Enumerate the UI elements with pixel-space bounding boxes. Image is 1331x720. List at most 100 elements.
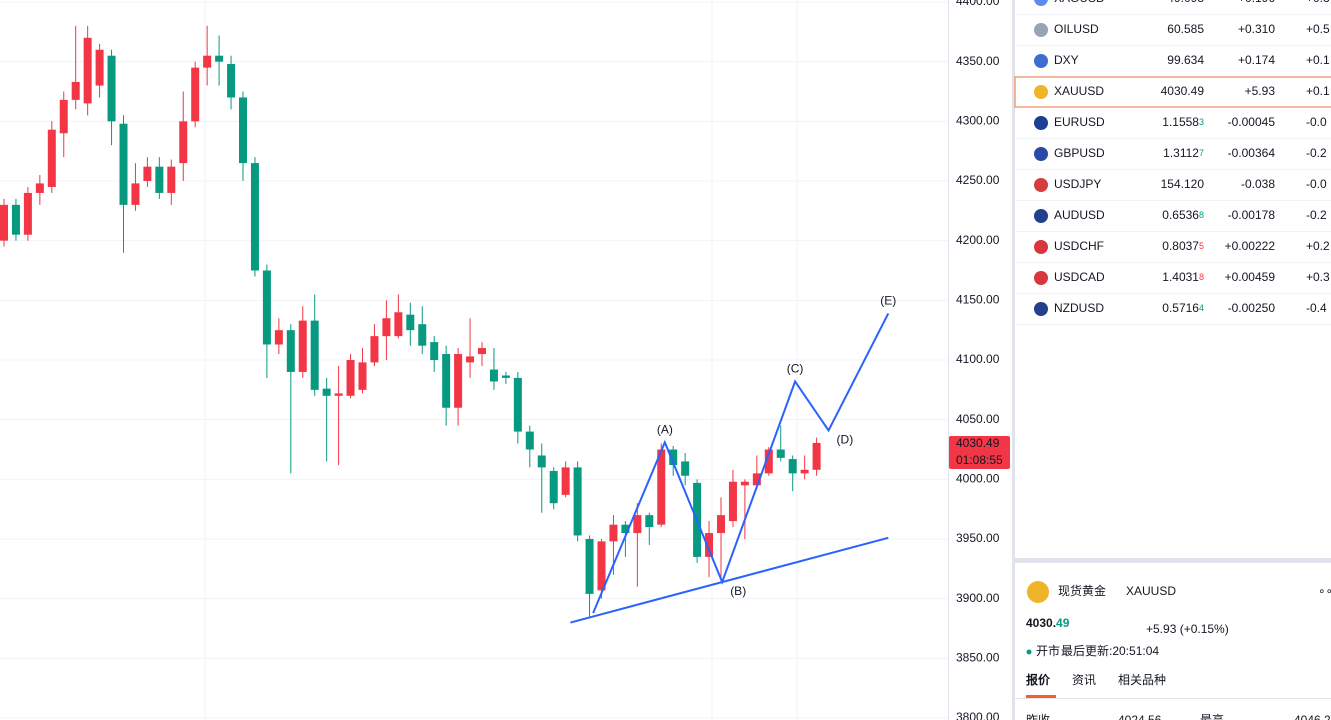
- y-tick-label: 4200.00: [956, 233, 1000, 247]
- tab-underline: [1026, 695, 1056, 698]
- change-pct: -0.2: [1306, 146, 1327, 160]
- candle-body: [310, 320, 319, 390]
- tab[interactable]: 资讯: [1072, 673, 1096, 687]
- candle-body: [430, 342, 439, 360]
- candle-body: [705, 533, 714, 557]
- candle-body: [573, 467, 582, 536]
- symbol[interactable]: EURUSD: [1054, 115, 1105, 129]
- wave-label: (C): [787, 362, 804, 376]
- y-tick-label: 4350.00: [956, 54, 1000, 68]
- y-tick-label: 4000.00: [956, 472, 1000, 486]
- candle-body: [454, 354, 463, 408]
- change: -0.00364: [1228, 146, 1276, 160]
- y-tick-label: 4250.00: [956, 173, 1000, 187]
- price: 154.120: [1161, 177, 1205, 191]
- price-value: 49.098: [1167, 0, 1204, 5]
- symbol[interactable]: USDJPY: [1054, 177, 1101, 191]
- wave-label: (B): [730, 584, 746, 598]
- price-value: 1.3112: [1163, 146, 1199, 160]
- candle-body: [752, 473, 761, 486]
- change: +5.93: [1245, 84, 1276, 98]
- change-pct: +0.3: [1306, 270, 1330, 284]
- symbol[interactable]: GBPUSD: [1054, 146, 1105, 160]
- candle-body: [155, 166, 164, 193]
- change-pct: -0.0: [1306, 177, 1327, 191]
- chart: 4400.00 4350.00 4300.00 4250.00 4200.00 4150.…: [0, 0, 1010, 720]
- price: 60.585: [1167, 22, 1204, 36]
- price-value: 154.120: [1161, 177, 1205, 191]
- panel-divider: [1012, 0, 1015, 720]
- y-tick-label: 3900.00: [956, 591, 1000, 605]
- gold-icon: [1027, 581, 1049, 603]
- change-pct: +0.1: [1306, 84, 1330, 98]
- quote-price: 4030.49: [1026, 616, 1070, 630]
- change-pct: +0.2: [1306, 239, 1330, 253]
- flag-icon: [1034, 116, 1048, 130]
- candle-body: [633, 515, 642, 534]
- row-highlight[interactable]: [1014, 76, 1331, 108]
- symbol[interactable]: XAUUSD: [1054, 84, 1104, 98]
- quote-panel: 现货黄金 XAUUSD ∘∘ 4030.49 +5.93 (+0.15%) 开市 最后更新:…: [1015, 581, 1331, 720]
- price: 0.80375: [1162, 239, 1204, 253]
- candle-body: [346, 360, 355, 396]
- tab[interactable]: 相关品种: [1118, 673, 1166, 687]
- candle-body: [478, 348, 486, 355]
- quote-change: +5.93 (+0.15%): [1146, 622, 1229, 636]
- candle-body: [645, 515, 654, 528]
- candle-body: [143, 166, 152, 181]
- status: 开市: [1036, 643, 1060, 658]
- wave-label: (E): [880, 294, 896, 308]
- change: +0.310: [1238, 22, 1275, 36]
- symbol[interactable]: AUDUSD: [1054, 208, 1105, 222]
- countdown: 01:08:55: [956, 453, 1003, 467]
- flag-icon: [1034, 0, 1048, 6]
- candle-body: [549, 470, 558, 504]
- symbol[interactable]: USDCHF: [1054, 239, 1104, 253]
- flag-icon: [1034, 178, 1048, 192]
- candle-body: [334, 393, 343, 396]
- wave-label: (A): [657, 423, 673, 437]
- candle-body: [740, 481, 749, 486]
- candle-body: [669, 449, 678, 466]
- candle-body: [95, 49, 104, 86]
- change-pct: -0.0: [1306, 115, 1327, 129]
- candle-body: [657, 449, 666, 525]
- candle-body: [513, 377, 522, 432]
- candle-body: [489, 369, 498, 382]
- candle-body: [35, 183, 44, 193]
- candle-body: [800, 469, 809, 474]
- candle-body: [621, 524, 630, 534]
- tab[interactable]: 报价: [1026, 672, 1051, 687]
- price: 1.15583: [1162, 115, 1204, 129]
- candle-body: [525, 431, 534, 450]
- symbol[interactable]: OILUSD: [1054, 22, 1099, 36]
- price: 99.634: [1167, 53, 1204, 67]
- price-value: 60.585: [1167, 22, 1204, 36]
- flag-icon: [1034, 85, 1048, 99]
- candle-body: [728, 481, 737, 522]
- status-dot: [1026, 649, 1032, 655]
- pipette: 8: [1199, 272, 1204, 282]
- candle-body: [262, 270, 271, 345]
- symbol[interactable]: NZDUSD: [1054, 301, 1104, 315]
- candle-body: [442, 354, 451, 408]
- price-tag: [949, 435, 1010, 469]
- symbol[interactable]: DXY: [1054, 53, 1079, 67]
- change: +0.00222: [1225, 239, 1276, 253]
- symbol[interactable]: XAGUSD: [1054, 0, 1105, 5]
- symbol[interactable]: USDCAD: [1054, 270, 1105, 284]
- change: -0.038: [1241, 177, 1275, 191]
- change: -0.00178: [1228, 208, 1276, 222]
- candle-body: [322, 388, 331, 396]
- change-pct: +0.3: [1306, 0, 1330, 5]
- quote-name: 现货黄金: [1058, 583, 1106, 598]
- change-pct: -0.2: [1306, 208, 1327, 222]
- candle-body: [585, 539, 594, 594]
- candle-body: [191, 67, 200, 122]
- candle-body: [167, 166, 176, 193]
- candle-body: [47, 129, 56, 187]
- flag-icon: [1034, 23, 1048, 37]
- change-pct: -0.4: [1306, 301, 1327, 315]
